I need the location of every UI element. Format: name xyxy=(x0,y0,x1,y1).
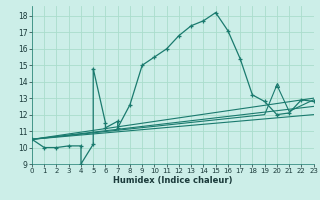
X-axis label: Humidex (Indice chaleur): Humidex (Indice chaleur) xyxy=(113,176,233,185)
